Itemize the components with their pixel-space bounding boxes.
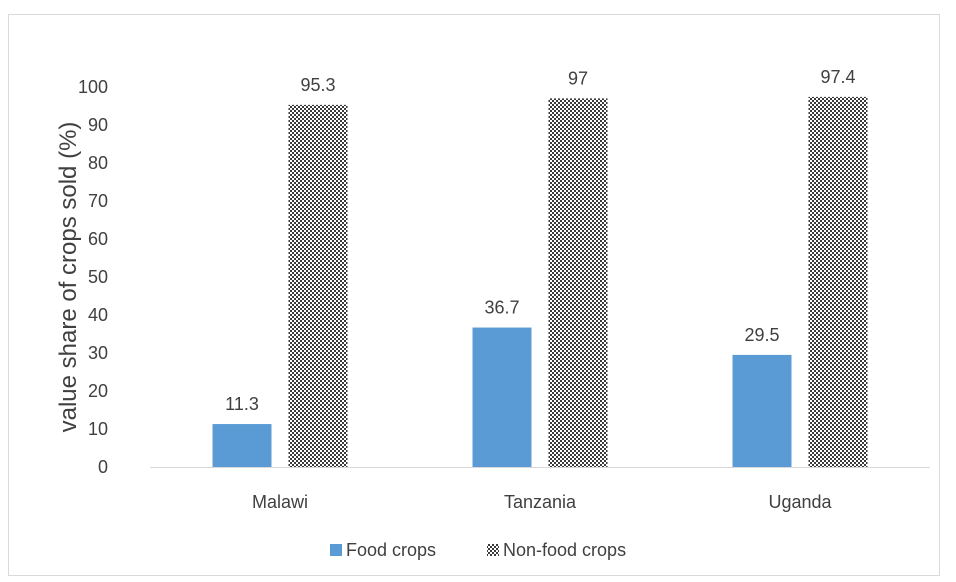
y-tick-label: 50	[88, 267, 108, 287]
y-tick-label: 10	[88, 419, 108, 439]
y-tick-label: 40	[88, 305, 108, 325]
y-tick-label: 70	[88, 191, 108, 211]
x-category-label: Uganda	[768, 492, 832, 512]
y-tick-label: 80	[88, 153, 108, 173]
data-label: 95.3	[300, 75, 335, 95]
data-labels-layer: 11.3 95.3 36.7 97 29.5 97.4	[225, 67, 855, 414]
bar-food-crops-uganda	[732, 354, 792, 467]
legend-label: Food crops	[346, 540, 436, 560]
bar-non-food-crops-malawi	[288, 104, 348, 468]
x-category-label: Tanzania	[504, 492, 577, 512]
y-tick-label: 30	[88, 343, 108, 363]
y-tick-label: 90	[88, 115, 108, 135]
x-category-label: Malawi	[252, 492, 308, 512]
data-label: 97.4	[820, 67, 855, 87]
data-label: 11.3	[225, 394, 259, 414]
data-label: 36.7	[484, 298, 519, 318]
bar-food-crops-tanzania	[472, 327, 532, 467]
bar-food-crops-malawi	[212, 424, 272, 467]
y-tick-label: 100	[78, 77, 108, 97]
data-label: 29.5	[744, 325, 779, 345]
axis-layer: 0 10 20 30 40 50 60 70 80 90 100 Malawi Tanzania Ugan…	[78, 77, 930, 512]
bar-non-food-crops-uganda	[808, 96, 868, 467]
chart-frame	[8, 14, 940, 576]
y-tick-label: 60	[88, 229, 108, 249]
legend: Food crops Non-food crops	[330, 540, 626, 560]
bars-layer	[212, 96, 868, 468]
y-tick-label: 0	[98, 457, 108, 477]
legend-swatch	[330, 544, 342, 556]
y-axis-title: value share of crops sold (%)	[55, 122, 82, 433]
data-label: 97	[568, 68, 588, 88]
y-tick-label: 20	[88, 381, 108, 401]
legend-label: Non-food crops	[503, 540, 626, 560]
bar-non-food-crops-tanzania	[548, 98, 608, 468]
legend-swatch	[487, 544, 499, 556]
